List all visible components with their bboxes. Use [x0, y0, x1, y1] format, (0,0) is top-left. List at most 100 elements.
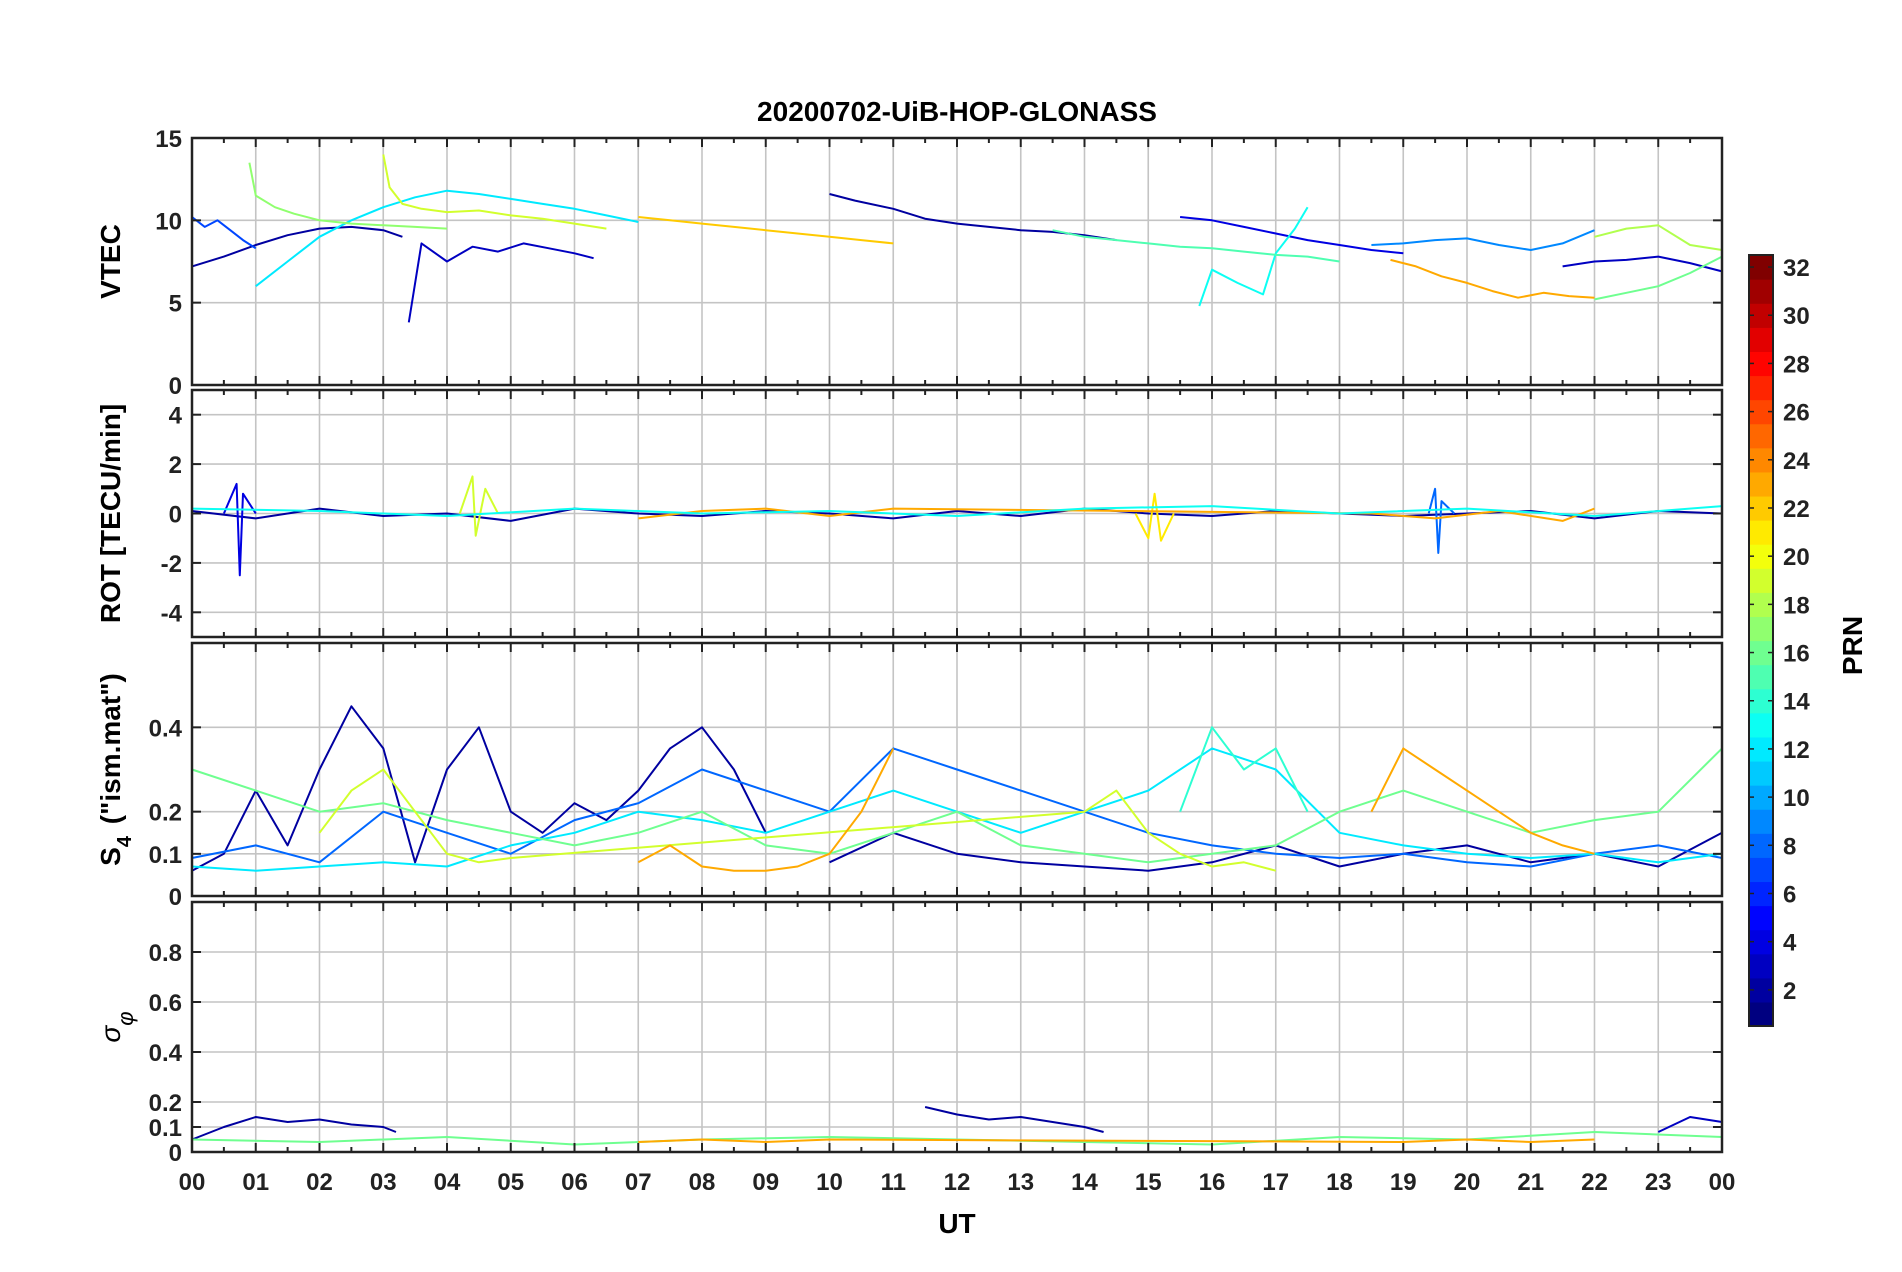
x-tick-label: 17 — [1262, 1169, 1289, 1196]
colorbar-segment — [1749, 616, 1773, 642]
series-line-prn-2 — [191, 507, 1723, 522]
x-tick-label: 01 — [242, 1169, 269, 1196]
x-tick-label: 13 — [1007, 1169, 1034, 1196]
y-tick-label: 0.4 — [149, 715, 183, 742]
x-tick-label: 23 — [1645, 1169, 1672, 1196]
y-tick-label: 0.6 — [149, 990, 182, 1017]
colorbar-segment — [1749, 953, 1773, 979]
colorbar-tick-label: 30 — [1783, 303, 1810, 330]
colorbar-tick-label: 6 — [1783, 881, 1796, 908]
colorbar-segment — [1749, 857, 1773, 883]
x-tick-label: 07 — [625, 1169, 652, 1196]
series-line-prn-3 — [1562, 255, 1723, 273]
x-tick-label: 02 — [306, 1169, 333, 1196]
series-line-prn-23 — [1390, 258, 1595, 299]
series-line-prn-16 — [1594, 255, 1723, 301]
colorbar-segment — [1749, 279, 1773, 304]
series-line-prn-13 — [1198, 206, 1309, 307]
colorbar-tick-label: 20 — [1783, 544, 1810, 571]
y-axis-label: σφ — [95, 1011, 138, 1042]
y-axis-label: S4 ("ism.mat") — [95, 673, 136, 866]
y-axis-label: VTEC — [95, 224, 126, 299]
x-tick-label: 20 — [1454, 1169, 1481, 1196]
y-tick-label: 0 — [169, 1140, 182, 1167]
series-line-prn-21 — [1134, 492, 1175, 542]
y-tick-label: 5 — [169, 291, 182, 318]
series-line-prn-18 — [1594, 224, 1723, 251]
x-tick-label: 15 — [1135, 1169, 1162, 1196]
x-tick-label: 12 — [944, 1169, 971, 1196]
series-line-prn-3 — [1657, 1116, 1723, 1133]
series-line-prn-16 — [191, 747, 1723, 864]
panel-rot: -4 -2 0 2 4 ROT [TECU/min] — [95, 388, 1724, 639]
series-line-prn-23 — [637, 747, 895, 872]
y-tick-label: 0.2 — [149, 1090, 182, 1117]
colorbar-segment — [1749, 568, 1773, 593]
series-line-prn-4 — [222, 482, 257, 577]
colorbar-tick-label: 2 — [1783, 978, 1796, 1005]
series-line-prn-7 — [191, 216, 257, 250]
series-line-prn-23 — [638, 507, 1595, 522]
colorbar-tick-label: 16 — [1783, 641, 1810, 668]
colorbar-tick-label: 28 — [1783, 351, 1810, 378]
colorbar-tick-label: 32 — [1783, 255, 1810, 282]
y-tick-label: -4 — [161, 600, 183, 627]
series-group — [191, 705, 1723, 872]
series-line-prn-8 — [191, 747, 1723, 868]
x-tick-label: 03 — [370, 1169, 397, 1196]
x-tick-label: 21 — [1517, 1169, 1544, 1196]
series-group — [191, 1106, 1723, 1146]
panel-sigma: 00.10.2 0.4 0.6 0.8 σφ — [95, 900, 1724, 1167]
series-line-prn-2 — [924, 1106, 1104, 1133]
y-tick-label: 0.4 — [149, 1040, 183, 1067]
series-line-prn-15 — [1052, 229, 1340, 263]
panel-s4: 0 0.1 0.2 0.4 S4 ("ism.mat") — [95, 641, 1724, 911]
colorbar-segment — [1749, 664, 1773, 690]
x-tick-label: 16 — [1199, 1169, 1226, 1196]
colorbar-tick-label: 26 — [1783, 400, 1810, 427]
x-tick-label: 00 — [1709, 1169, 1736, 1196]
y-tick-label: 0.8 — [149, 940, 182, 967]
colorbar-tick-label: 12 — [1783, 737, 1810, 764]
series-group — [191, 475, 1723, 577]
series-line-prn-9 — [1371, 229, 1595, 251]
x-tick-labels: 00 01 02 03 04 05 06 07 08 09 10 11 12 13 14 15 16 17 18 19… — [179, 1169, 1736, 1196]
colorbar-segment — [1749, 327, 1773, 352]
x-tick-label: 11 — [881, 1169, 906, 1196]
x-tick-label: 04 — [434, 1169, 461, 1196]
series-line-prn-2 — [191, 225, 403, 268]
y-tick-label: -2 — [161, 551, 182, 578]
x-tick-label: 22 — [1581, 1169, 1608, 1196]
colorbar-segment — [1749, 760, 1773, 786]
colorbar-tick-label: 4 — [1783, 930, 1797, 957]
series-line-prn-4 — [1179, 216, 1404, 255]
colorbar-segment — [1749, 1001, 1773, 1027]
colorbar-tick-label: 10 — [1783, 785, 1810, 812]
x-tick-label: 00 — [179, 1169, 206, 1196]
series-line-prn-2 — [191, 705, 767, 872]
y-tick-label: 0.1 — [149, 842, 182, 869]
y-tick-label: 0.1 — [149, 1115, 182, 1142]
x-tick-label: 19 — [1390, 1169, 1417, 1196]
colorbar-tick-label: 8 — [1783, 833, 1796, 860]
colorbar-label: PRN — [1837, 616, 1868, 675]
colorbar-frame — [1748, 254, 1774, 1027]
series-group — [191, 154, 1723, 323]
y-tick-label: 0 — [169, 884, 182, 911]
colorbar-segment — [1749, 712, 1773, 738]
x-tick-label: 18 — [1326, 1169, 1353, 1196]
series-line-prn-14 — [1179, 726, 1309, 813]
colorbar-segment — [1749, 423, 1773, 449]
x-tick-label: 05 — [497, 1169, 524, 1196]
series-line-prn-23 — [1370, 747, 1595, 855]
series-line-prn-19 — [458, 475, 499, 537]
x-tick-label: 08 — [689, 1169, 716, 1196]
colorbar-segment — [1749, 809, 1773, 834]
panel-vtec: 0 5 10 15 VTEC — [95, 126, 1724, 400]
series-line-prn-23 — [638, 1138, 1595, 1143]
series-line-prn-3 — [407, 242, 594, 323]
y-tick-label: 0.2 — [149, 800, 182, 827]
